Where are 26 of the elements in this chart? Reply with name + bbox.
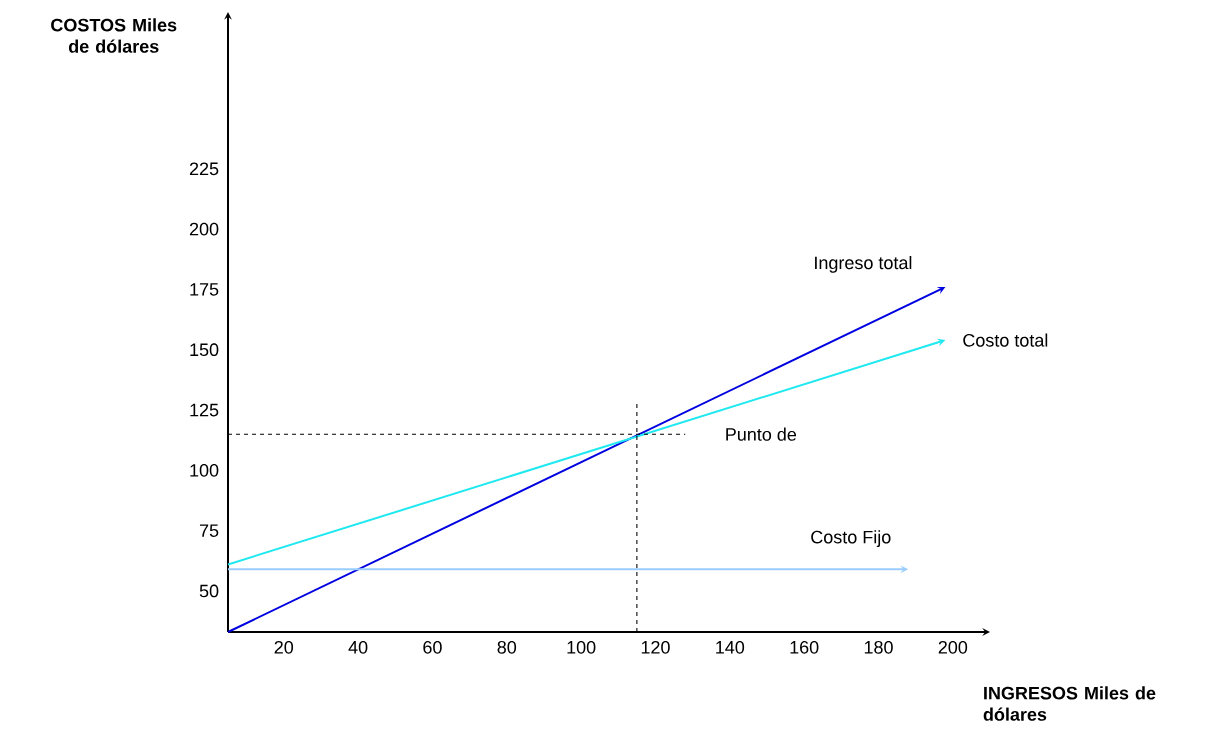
point bbox=[936, 338, 946, 347]
y-tick-label: 225 bbox=[189, 162, 219, 176]
point bbox=[900, 565, 909, 574]
x-tick-label: 140 bbox=[716, 640, 745, 654]
y-tick-label: 150 bbox=[190, 343, 219, 357]
x-tick-label: 160 bbox=[790, 640, 819, 654]
series-label: Costo total bbox=[963, 333, 1048, 347]
series-label: Costo Fijo bbox=[811, 530, 891, 548]
x-tick-label: 20 bbox=[274, 640, 294, 654]
x-tick-label: 100 bbox=[567, 640, 596, 654]
x-tick-label: 200 bbox=[938, 640, 968, 654]
series-label: Ingreso total bbox=[815, 255, 912, 273]
y-tick-label: 200 bbox=[189, 222, 219, 236]
x-tick-label: 80 bbox=[497, 640, 517, 654]
x-tick-label: 180 bbox=[864, 640, 893, 654]
y-axis-title: COSTOS Miles de dólares bbox=[51, 18, 177, 53]
x-tick-label: 60 bbox=[423, 640, 442, 654]
ref-line-label: Punto de bbox=[726, 427, 797, 441]
y-tick-label: 50 bbox=[199, 584, 219, 598]
x-axis-title: INGRESOS Miles de dólares bbox=[983, 686, 1156, 721]
y-tick-label: 175 bbox=[190, 283, 219, 296]
y-tick-label: 75 bbox=[199, 524, 219, 537]
y-tick-label: 100 bbox=[190, 463, 219, 477]
x-tick-label: 120 bbox=[641, 640, 670, 654]
x-tick-label: 40 bbox=[348, 640, 368, 654]
y-tick-label: 125 bbox=[190, 403, 219, 417]
